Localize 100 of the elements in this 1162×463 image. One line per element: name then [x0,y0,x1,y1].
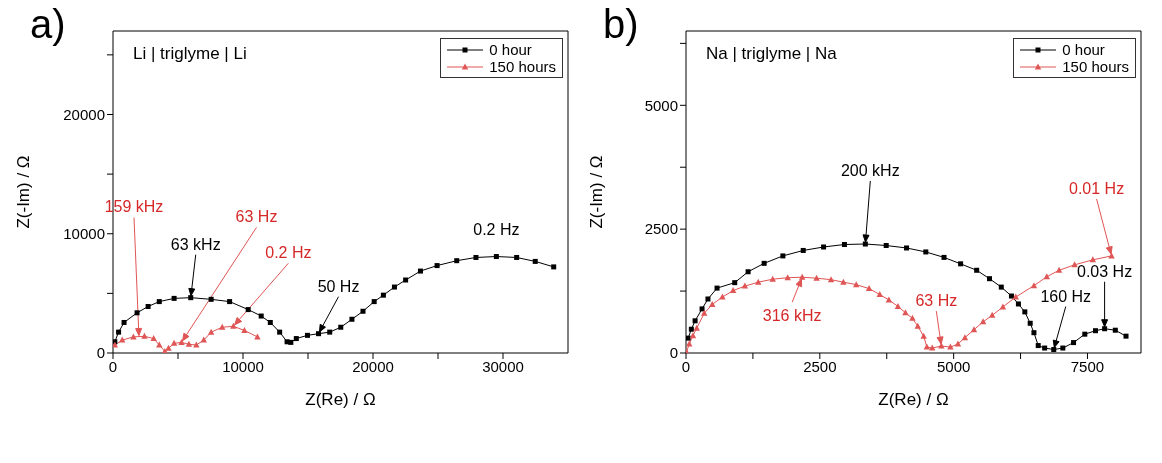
point [514,254,520,260]
point [761,260,767,266]
point [798,273,806,280]
x-axis-title: Z(Re) / Ω [305,390,376,409]
point [1015,301,1021,307]
point [862,241,868,247]
annotation: 0.01 Hz [1068,179,1125,197]
point [865,285,873,292]
y-tick-label: 20000 [63,105,105,123]
point [304,332,310,338]
point [813,274,820,281]
annotation: 0.2 Hz [265,244,312,262]
point [998,284,1004,290]
legend-label: 150 hours [1062,58,1129,75]
point [1055,266,1063,273]
point [923,343,931,350]
point [741,282,749,289]
y-axis-title: Z(-Im) / Ω [14,155,34,229]
point [134,310,140,316]
point [532,258,538,264]
point [360,308,366,314]
point [979,318,987,325]
point [827,276,835,283]
point [929,344,936,351]
x-tick-label: 5000 [936,357,971,375]
point [185,340,193,347]
point [853,281,860,288]
point [800,247,806,253]
point [692,318,698,324]
point [688,326,694,332]
x-axis-title: Z(Re) / Ω [878,390,949,409]
point [391,284,397,290]
point [493,254,499,260]
point [883,243,889,248]
x-tick-label: 7500 [1070,357,1105,375]
y-axis-title: Z(-Im) / Ω [587,155,607,229]
annotation: 316 kHz [762,307,822,325]
point [156,299,162,305]
point [150,335,157,342]
point [1060,345,1066,351]
x-tick-label: 10000 [222,357,264,375]
text: Li | triglyme | Li [133,44,247,64]
point [755,278,762,285]
y-tick-label: 0 [96,344,105,362]
point [876,291,883,298]
point [178,338,185,345]
point [894,302,902,309]
y-tick-label: 5000 [644,96,678,114]
point [954,340,962,347]
point [745,269,751,275]
point [1031,330,1037,336]
point [267,319,273,325]
point [1051,347,1057,353]
point [732,280,738,286]
point [245,307,251,313]
annotation: 200 kHz [840,162,900,180]
point [705,296,711,302]
point [293,336,299,342]
annotation: 63 Hz [915,292,958,310]
point [1043,273,1050,280]
point [970,326,978,333]
point [207,328,215,335]
point [709,300,716,307]
legend-label: 0 hour [489,41,532,58]
point [686,340,693,347]
point [841,242,847,248]
point [227,299,233,305]
point [941,254,947,260]
annotation: 0.2 Hz [473,220,520,238]
point [156,341,163,348]
point [230,322,237,329]
x-tick-label: 0 [681,357,691,375]
point [371,299,377,305]
point [338,324,344,330]
point [1035,343,1041,349]
point [208,296,214,302]
x-tick-label: 30000 [482,357,524,375]
chart-title: b) [603,2,639,47]
x-tick-label: 0 [108,357,118,375]
point [689,332,697,339]
point [188,295,194,301]
point [821,244,827,250]
point [116,329,122,335]
point [473,254,479,260]
point [693,324,700,331]
point [1022,309,1028,315]
point [1102,326,1108,332]
x-tick-label: 2500 [803,357,837,375]
point [258,313,264,319]
annotation: 50 Hz [317,277,360,295]
point [316,331,322,337]
point [938,342,945,349]
point [699,306,705,312]
y-tick-label: 10000 [63,225,105,243]
point [380,292,386,298]
point [1027,320,1033,326]
chart-title: a) [30,2,66,47]
point [288,339,294,345]
point [434,263,440,269]
text: Na | triglyme | Na [706,44,837,64]
